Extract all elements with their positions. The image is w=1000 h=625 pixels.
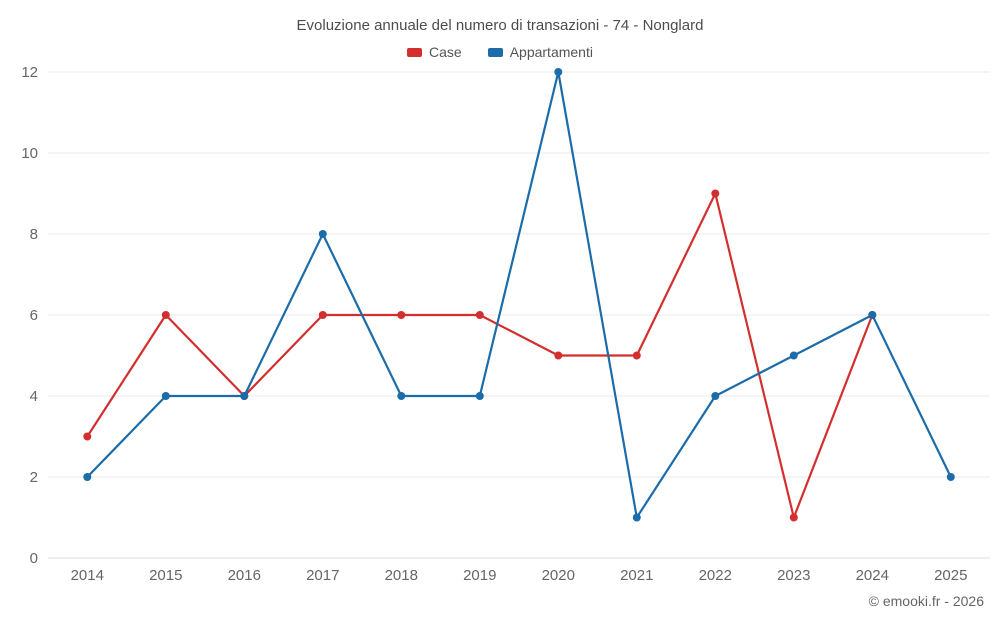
x-axis-label: 2015: [149, 567, 182, 584]
x-axis-label: 2021: [620, 567, 653, 584]
x-axis-label: 2023: [777, 567, 810, 584]
series-line-appartamenti: [86, 70, 952, 519]
data-point-case-2018[interactable]: [397, 311, 406, 319]
data-point-appartamenti-2020[interactable]: [554, 68, 563, 76]
data-point-case-2019[interactable]: [475, 311, 484, 319]
data-point-appartamenti-2022[interactable]: [711, 392, 720, 400]
x-axis-label: 2016: [228, 567, 261, 584]
data-point-case-2015[interactable]: [161, 311, 170, 319]
legend-item-appartamenti[interactable]: Appartamenti: [487, 44, 593, 60]
data-point-appartamenti-2021[interactable]: [632, 513, 641, 522]
data-point-case-2020[interactable]: [554, 351, 563, 360]
x-axis-label: 2024: [856, 567, 889, 584]
data-point-case-2021[interactable]: [632, 351, 641, 360]
x-axis-label: 2017: [306, 567, 339, 584]
y-axis-label: 8: [30, 226, 38, 243]
data-point-case-2017[interactable]: [318, 311, 327, 319]
chart-title: Evoluzione annuale del numero di transaz…: [296, 17, 704, 34]
x-axis-label: 2014: [71, 567, 104, 584]
y-axis-label: 10: [21, 145, 38, 162]
data-point-case-2014[interactable]: [83, 432, 92, 441]
data-point-appartamenti-2015[interactable]: [161, 392, 170, 400]
x-axis-label: 2019: [463, 567, 496, 584]
data-point-appartamenti-2016[interactable]: [240, 392, 249, 400]
legend-label: Case: [429, 44, 462, 60]
data-point-appartamenti-2023[interactable]: [789, 351, 798, 360]
legend-label: Appartamenti: [509, 44, 593, 60]
data-point-appartamenti-2024[interactable]: [868, 311, 877, 319]
legend: Case Appartamenti: [0, 44, 1000, 60]
data-point-appartamenti-2018[interactable]: [397, 392, 406, 400]
y-axis-label: 12: [21, 64, 38, 81]
series-line-case: [86, 192, 874, 519]
data-point-case-2022[interactable]: [711, 189, 720, 198]
y-axis-label: 6: [30, 307, 38, 324]
x-axis-label: 2025: [934, 567, 967, 584]
x-axis-label: 2022: [699, 567, 732, 584]
data-point-appartamenti-2014[interactable]: [83, 473, 92, 481]
x-axis-label: 2020: [542, 567, 575, 584]
data-point-appartamenti-2017[interactable]: [318, 230, 327, 238]
data-point-appartamenti-2025[interactable]: [946, 473, 955, 481]
y-axis-label: 4: [30, 388, 38, 405]
x-axis-label: 2018: [385, 567, 418, 584]
legend-swatch-appartamenti: [487, 47, 503, 57]
legend-item-case[interactable]: Case: [407, 44, 462, 60]
data-point-appartamenti-2019[interactable]: [475, 392, 484, 400]
data-point-case-2023[interactable]: [789, 513, 798, 522]
footer-credit: © emooki.fr - 2026: [868, 593, 984, 609]
legend-swatch-case: [407, 47, 423, 57]
y-axis-label: 2: [30, 469, 38, 486]
y-axis-label: 0: [30, 550, 38, 567]
